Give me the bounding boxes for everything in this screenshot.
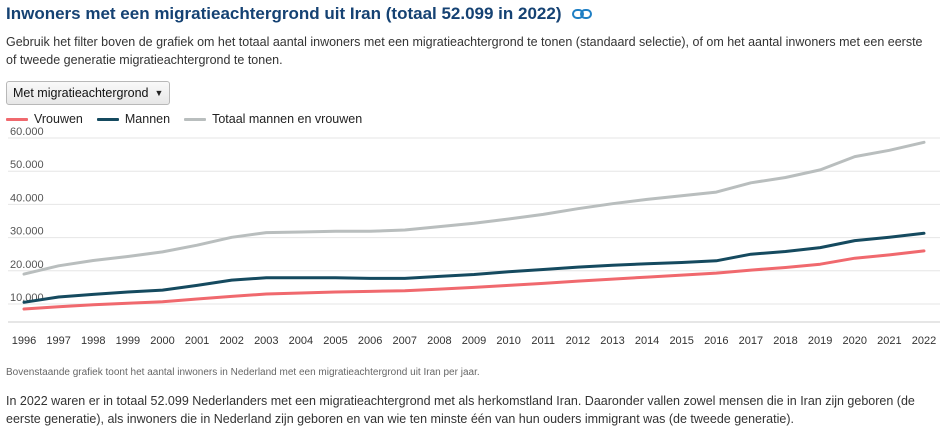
x-tick-label: 1996 bbox=[12, 335, 36, 347]
migration-filter-dropdown[interactable]: Met migratieachtergrond ▼ bbox=[6, 81, 171, 105]
x-tick-label: 2007 bbox=[393, 335, 417, 347]
legend-item-totaal[interactable]: Totaal mannen en vrouwen bbox=[184, 112, 362, 126]
x-tick-label: 1998 bbox=[81, 335, 105, 347]
x-tick-label: 2003 bbox=[254, 335, 278, 347]
legend-item-mannen[interactable]: Mannen bbox=[96, 112, 171, 126]
chart-grid bbox=[8, 137, 940, 323]
legend-label-vrouwen: Vrouwen bbox=[34, 112, 83, 126]
x-tick-label: 2001 bbox=[185, 335, 209, 347]
source-note: Bovenstaande grafiek toont het aantal in… bbox=[6, 367, 480, 378]
x-tick-label: 2017 bbox=[739, 335, 763, 347]
filter-selected-value: Met migratieachtergrond bbox=[13, 86, 149, 100]
x-tick-label: 2005 bbox=[323, 335, 347, 347]
page-title: Inwoners met een migratieachtergrond uit… bbox=[6, 4, 593, 25]
x-tick-label: 2009 bbox=[462, 335, 486, 347]
legend-swatch-totaal bbox=[184, 117, 207, 121]
outro-paragraph: In 2022 waren er in totaal 52.099 Nederl… bbox=[6, 394, 915, 426]
x-tick-label: 2019 bbox=[808, 335, 832, 347]
x-tick-label: 2006 bbox=[358, 335, 382, 347]
y-tick-label: 20.000 bbox=[10, 259, 44, 271]
x-tick-label: 2015 bbox=[669, 335, 693, 347]
caret-down-icon: ▼ bbox=[154, 88, 164, 98]
y-tick-label: 60.000 bbox=[10, 126, 44, 138]
x-tick-label: 2013 bbox=[600, 335, 624, 347]
x-tick-label: 2002 bbox=[219, 335, 243, 347]
chart-legend: Vrouwen Mannen Totaal mannen en vrouwen bbox=[6, 112, 362, 126]
series-line-totaal[interactable] bbox=[22, 140, 926, 276]
legend-item-vrouwen[interactable]: Vrouwen bbox=[6, 112, 83, 126]
legend-label-totaal: Totaal mannen en vrouwen bbox=[212, 112, 363, 126]
legend-label-mannen: Mannen bbox=[124, 112, 171, 126]
x-tick-label: 2012 bbox=[566, 335, 590, 347]
x-tick-label: 2018 bbox=[773, 335, 797, 347]
y-tick-label: 50.000 bbox=[10, 159, 44, 171]
series-line-mannen[interactable] bbox=[22, 231, 926, 304]
legend-swatch-mannen bbox=[96, 117, 119, 121]
x-tick-label: 2004 bbox=[289, 335, 313, 347]
chart-series bbox=[22, 140, 926, 311]
series-line-vrouwen[interactable] bbox=[22, 249, 926, 311]
x-tick-label: 2010 bbox=[496, 335, 520, 347]
y-tick-label: 40.000 bbox=[10, 192, 44, 204]
x-tick-label: 2014 bbox=[635, 335, 659, 347]
x-tick-label: 2008 bbox=[427, 335, 451, 347]
link-icon[interactable] bbox=[572, 5, 593, 25]
x-tick-label: 2022 bbox=[912, 335, 936, 347]
x-tick-label: 2011 bbox=[531, 335, 555, 347]
x-tick-label: 1997 bbox=[46, 335, 70, 347]
intro-paragraph: Gebruik het filter boven de grafiek om h… bbox=[6, 35, 923, 67]
y-tick-label: 30.000 bbox=[10, 226, 44, 238]
x-axis-ticks: 1996 1997 1998 1999 2000 2001 2002 2003 2004 2005… bbox=[12, 335, 936, 347]
x-tick-label: 1999 bbox=[116, 335, 140, 347]
x-tick-label: 2020 bbox=[843, 335, 867, 347]
x-tick-label: 2000 bbox=[150, 335, 174, 347]
x-tick-label: 2016 bbox=[704, 335, 728, 347]
title-text: Inwoners met een migratieachtergrond uit… bbox=[6, 4, 562, 23]
legend-swatch-vrouwen bbox=[6, 117, 28, 121]
x-tick-label: 2021 bbox=[877, 335, 901, 347]
